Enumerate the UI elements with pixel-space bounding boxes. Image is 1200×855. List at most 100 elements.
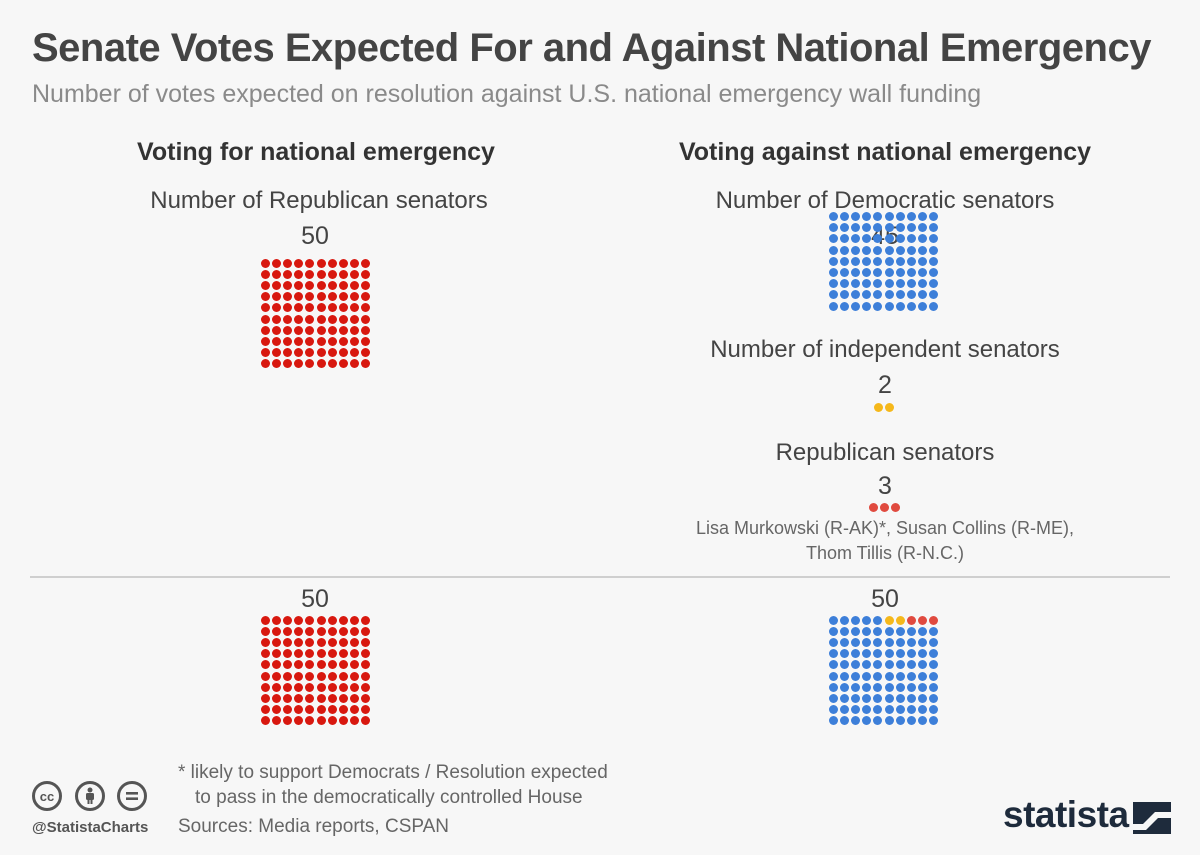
republican-for-total-dot xyxy=(305,637,315,647)
against-total-democratic-dot xyxy=(918,682,928,692)
republican-for-dot xyxy=(361,292,371,302)
republican-for-total-dot xyxy=(282,615,292,625)
against-total-democratic-dot xyxy=(828,682,838,692)
republican-for-dot xyxy=(350,280,360,290)
republican-for-total-dot xyxy=(361,626,371,636)
republican-for-total-dot xyxy=(350,693,360,703)
against-total-democratic-dot xyxy=(839,626,849,636)
against-total-democratic-dot xyxy=(929,649,939,659)
against-total-democratic-dot xyxy=(828,660,838,670)
democratic-dot xyxy=(862,279,872,289)
democratic-dot xyxy=(873,256,883,266)
person-glyph xyxy=(86,787,94,804)
democratic-dot xyxy=(873,290,883,300)
republican-for-dot xyxy=(305,269,315,279)
statista-logo-text: statista xyxy=(1003,794,1129,835)
against-total-democratic-dot xyxy=(828,693,838,703)
democratic-dot xyxy=(873,211,883,221)
democratic-dot xyxy=(906,290,916,300)
republican-for-dot xyxy=(294,258,304,268)
republican-for-total-dot xyxy=(338,649,348,659)
against-total-democratic-dot xyxy=(873,693,883,703)
attribution-person-icon[interactable] xyxy=(75,781,105,811)
republican-for-dot xyxy=(316,348,326,358)
against-total-democratic-dot xyxy=(895,716,905,726)
against-total-democratic-dot xyxy=(839,660,849,670)
republican-for-dot xyxy=(327,303,337,313)
democratic-dot xyxy=(862,301,872,311)
democratic-dot xyxy=(929,211,939,221)
republican-for-total-dot xyxy=(305,660,315,670)
republican-for-dot xyxy=(282,269,292,279)
democratic-dot xyxy=(850,267,860,277)
republican-for-total-dot xyxy=(294,682,304,692)
democratic-dot xyxy=(839,211,849,221)
democratic-dot xyxy=(884,256,894,266)
democratic-dot xyxy=(839,256,849,266)
against-total-democratic-dot xyxy=(918,626,928,636)
republican-for-dot xyxy=(271,280,281,290)
democratic-dot xyxy=(839,301,849,311)
republican-for-total-dot xyxy=(350,660,360,670)
democratic-dot xyxy=(850,223,860,233)
statista-handle[interactable]: @StatistaCharts xyxy=(32,819,149,836)
democratic-dot xyxy=(862,267,872,277)
chart-subtitle: Number of votes expected on resolution a… xyxy=(32,80,982,108)
against-total-democratic-dot xyxy=(862,705,872,715)
democratic-dot xyxy=(862,211,872,221)
republican-for-dot xyxy=(338,303,348,313)
republican-for-total-dot xyxy=(260,671,270,681)
republican-for-total-dot xyxy=(260,626,270,636)
republican-against-dot xyxy=(879,502,889,512)
democratic-dot xyxy=(850,290,860,300)
against-total-democratic-dot xyxy=(918,693,928,703)
republican-for-dot xyxy=(271,325,281,335)
democratic-dot xyxy=(828,301,838,311)
republican-for-total-dot xyxy=(282,626,292,636)
republican-for-total-dot xyxy=(305,716,315,726)
republican-for-dot xyxy=(271,359,281,369)
republican-for-total-dot xyxy=(282,682,292,692)
against-total-democratic-dot xyxy=(828,649,838,659)
against-total-democratic-dot xyxy=(906,671,916,681)
republican-for-total-dot xyxy=(327,716,337,726)
against-total-count: 50 xyxy=(871,585,899,613)
against-total-democratic-dot xyxy=(862,626,872,636)
against-total-democratic-dot xyxy=(828,671,838,681)
against-total-democratic-dot xyxy=(918,671,928,681)
republican-for-total-dot xyxy=(271,649,281,659)
against-total-democratic-dot xyxy=(839,671,849,681)
republican-for-dot xyxy=(327,325,337,335)
against-total-democratic-dot xyxy=(895,660,905,670)
democratic-dot xyxy=(895,223,905,233)
for-column-heading: Voting for national emergency xyxy=(137,138,495,166)
republican-for-dot xyxy=(327,258,337,268)
against-total-democratic-dot xyxy=(850,626,860,636)
republican-for-total-dot xyxy=(282,716,292,726)
democratic-dot xyxy=(929,267,939,277)
against-total-democratic-dot xyxy=(929,660,939,670)
against-total-democratic-dot xyxy=(929,637,939,647)
democratic-dot xyxy=(850,256,860,266)
democratic-dot xyxy=(929,301,939,311)
democratic-dot xyxy=(862,245,872,255)
republican-for-total-dot xyxy=(260,637,270,647)
equals-glyph xyxy=(126,792,138,800)
against-total-democratic-dot xyxy=(895,671,905,681)
creative-commons-icon[interactable]: cc xyxy=(32,781,62,811)
democratic-dot xyxy=(918,267,928,277)
republican-for-dot xyxy=(350,269,360,279)
republican-for-dot xyxy=(350,292,360,302)
no-derivatives-icon[interactable] xyxy=(117,781,147,811)
against-total-democratic-dot xyxy=(828,705,838,715)
republican-for-total-dot xyxy=(260,615,270,625)
republican-for-dot xyxy=(327,336,337,346)
republican-for-total-dot xyxy=(271,716,281,726)
democratic-dot xyxy=(839,279,849,289)
republican-for-total-dot xyxy=(327,637,337,647)
republican-for-total-dot xyxy=(361,716,371,726)
for-total-count: 50 xyxy=(301,585,329,613)
democratic-dot xyxy=(929,256,939,266)
against-total-democratic-dot xyxy=(873,660,883,670)
democratic-dot xyxy=(906,279,916,289)
